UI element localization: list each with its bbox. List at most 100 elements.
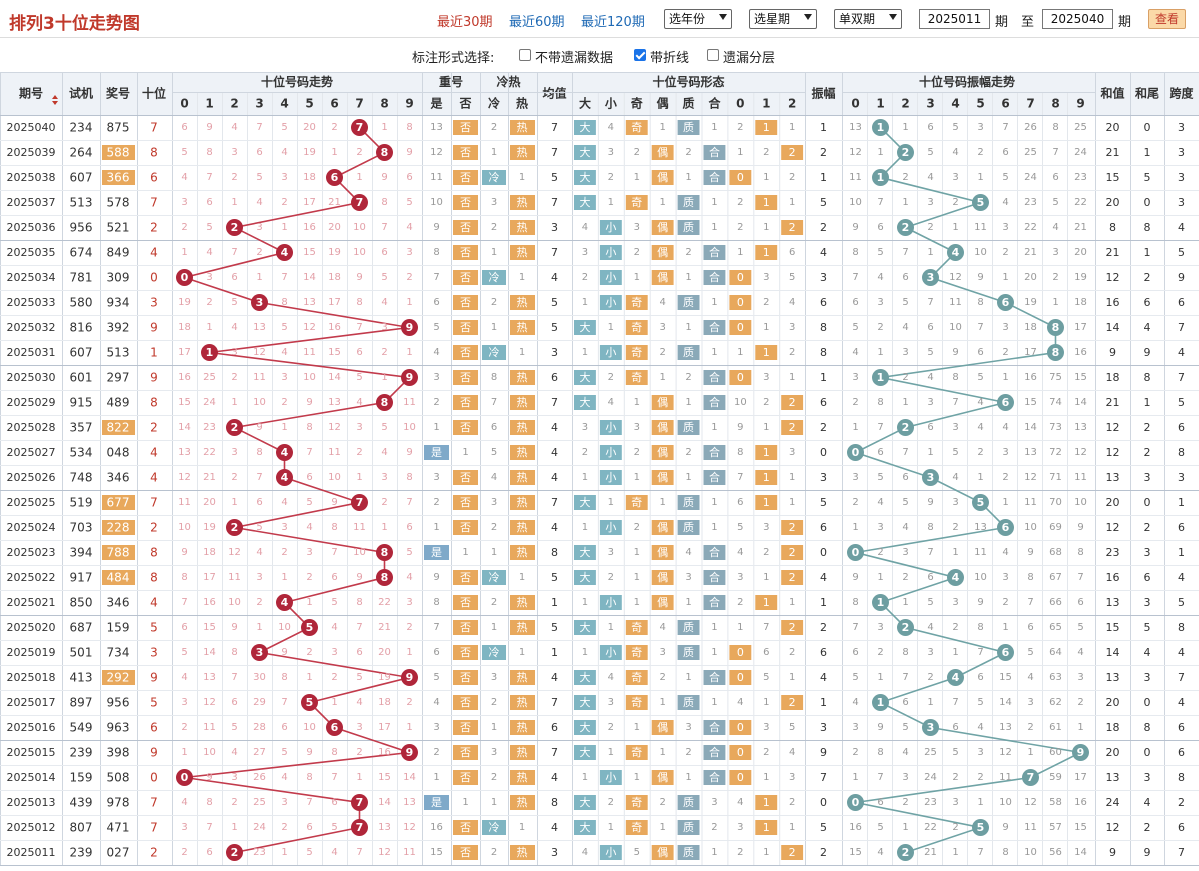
no-miss-checkbox[interactable] — [519, 49, 531, 61]
form-miss-cell: 4 — [608, 397, 614, 408]
amp-miss-cell: 10 — [1024, 522, 1037, 533]
tens-cell: 7 — [150, 196, 158, 210]
amp-miss-cell: 6 — [952, 722, 958, 733]
range-30-link[interactable]: 最近30期 — [437, 15, 493, 30]
repeat-no-cell: 否 — [460, 496, 471, 509]
amp-miss-cell: 9 — [977, 597, 983, 608]
repeat-no-cell: 否 — [460, 121, 471, 134]
miss-cell: 15 — [303, 247, 316, 258]
amp-ball-label: 3 — [927, 721, 935, 734]
tens-cell: 9 — [150, 371, 158, 385]
miss-cell: 19 — [378, 672, 391, 683]
form-miss-cell: 2 — [737, 597, 743, 608]
query-button[interactable]: 查看 — [1148, 9, 1186, 29]
amp-ball — [897, 144, 914, 161]
miss-cell: 5 — [281, 122, 287, 133]
amp-ball — [972, 194, 989, 211]
miss-cell: 4 — [256, 547, 262, 558]
miss-cell: 1 — [406, 647, 412, 658]
miss-cell: 12 — [378, 847, 391, 858]
sum-cell: 20 — [1106, 121, 1120, 134]
form-hit-box — [651, 570, 674, 585]
form-hit-box — [677, 195, 700, 210]
amp-miss-cell: 9 — [977, 272, 983, 283]
miss-cell: 3 — [331, 647, 337, 658]
sum-cell: 18 — [1106, 721, 1120, 734]
miss-cell: 7 — [256, 122, 262, 133]
amp-miss-cell: 2 — [977, 447, 983, 458]
form-miss-cell: 2 — [763, 747, 769, 758]
miss-cell: 9 — [256, 422, 262, 433]
header-repeat-yes: 是 — [429, 97, 443, 111]
sumtail-cell: 9 — [1144, 846, 1151, 859]
repeat-no-box — [453, 170, 478, 185]
amp-miss-cell: 6 — [877, 797, 883, 808]
form-hit-cell: 质 — [683, 296, 694, 309]
tens-ball-label: 2 — [231, 221, 239, 234]
tens-cell: 2 — [150, 221, 158, 235]
amp-miss-cell: 12 — [949, 272, 962, 283]
prize-highlight — [102, 670, 135, 685]
avg-cell: 4 — [551, 671, 558, 684]
prize-cell: 489 — [107, 396, 130, 410]
amp-ball-label: 1 — [877, 121, 885, 134]
sum-cell: 16 — [1106, 571, 1120, 584]
miss-cell: 20 — [378, 647, 391, 658]
hot-box — [510, 770, 535, 785]
amp-miss-cell: 2 — [952, 772, 958, 783]
form-hit-box — [729, 320, 752, 335]
form-hit-box — [729, 745, 752, 760]
amp-miss-cell: 6 — [877, 447, 883, 458]
sum-cell: 21 — [1106, 246, 1120, 259]
form-hit-cell: 奇 — [631, 746, 642, 759]
hc-miss: 1 — [491, 797, 497, 808]
miss-cell: 6 — [306, 822, 312, 833]
tens-ball-label: 8 — [381, 546, 389, 559]
span-cell: 4 — [1178, 571, 1185, 584]
form-miss-cell: 3 — [608, 547, 614, 558]
table-row — [0, 115, 1199, 140]
tens-ball-label: 4 — [281, 596, 289, 609]
prize-cell: 398 — [107, 746, 130, 760]
repeat-miss: 12 — [430, 147, 443, 158]
year-select[interactable]: 选年份 — [664, 9, 732, 29]
form-hit-cell: 合 — [709, 595, 720, 609]
miss-cell: 6 — [181, 622, 187, 633]
amp-ball — [922, 269, 939, 286]
range-120-link[interactable]: 最近120期 — [581, 15, 645, 30]
form-miss-cell: 1 — [634, 772, 640, 783]
form-miss-cell: 3 — [763, 272, 769, 283]
amp-miss-cell: 6 — [927, 422, 933, 433]
form-hit-box — [781, 395, 804, 410]
miss-cell: 7 — [206, 822, 212, 833]
form-miss-cell: 2 — [737, 197, 743, 208]
tens-cell: 3 — [150, 646, 158, 660]
from-issue-input[interactable]: 2025011 — [919, 9, 990, 29]
form-miss-cell: 1 — [582, 472, 588, 483]
form-hit-cell: 合 — [709, 770, 720, 784]
form-hit-box — [625, 120, 648, 135]
cold-box — [482, 270, 506, 285]
amp-miss-cell: 4 — [877, 847, 883, 858]
tens-ball-label: 0 — [181, 771, 189, 784]
form-miss-cell: 1 — [659, 747, 665, 758]
range-60-link[interactable]: 最近60期 — [509, 15, 565, 30]
amp-miss-cell: 5 — [1077, 622, 1083, 633]
form-miss-cell: 3 — [582, 247, 588, 258]
polyline-checkbox[interactable] — [634, 49, 646, 61]
cold-cell: 冷 — [489, 646, 500, 659]
form-hit-cell: 0 — [737, 171, 744, 184]
amp-cell: 3 — [820, 471, 827, 484]
table-header-bg — [0, 72, 1199, 115]
parity-select[interactable]: 单双期 — [834, 9, 902, 29]
amp-miss-cell: 16 — [849, 822, 862, 833]
header-amp-digit: 0 — [851, 97, 859, 111]
tens-cell: 2 — [150, 421, 158, 435]
miss-layer-checkbox[interactable] — [707, 49, 719, 61]
trial-cell: 234 — [70, 121, 93, 135]
weekday-select[interactable]: 选星期 — [749, 9, 817, 29]
miss-cell: 11 — [403, 397, 416, 408]
to-issue-input[interactable]: 2025040 — [1042, 9, 1113, 29]
hc-miss: 2 — [491, 847, 497, 858]
miss-cell: 7 — [231, 247, 237, 258]
